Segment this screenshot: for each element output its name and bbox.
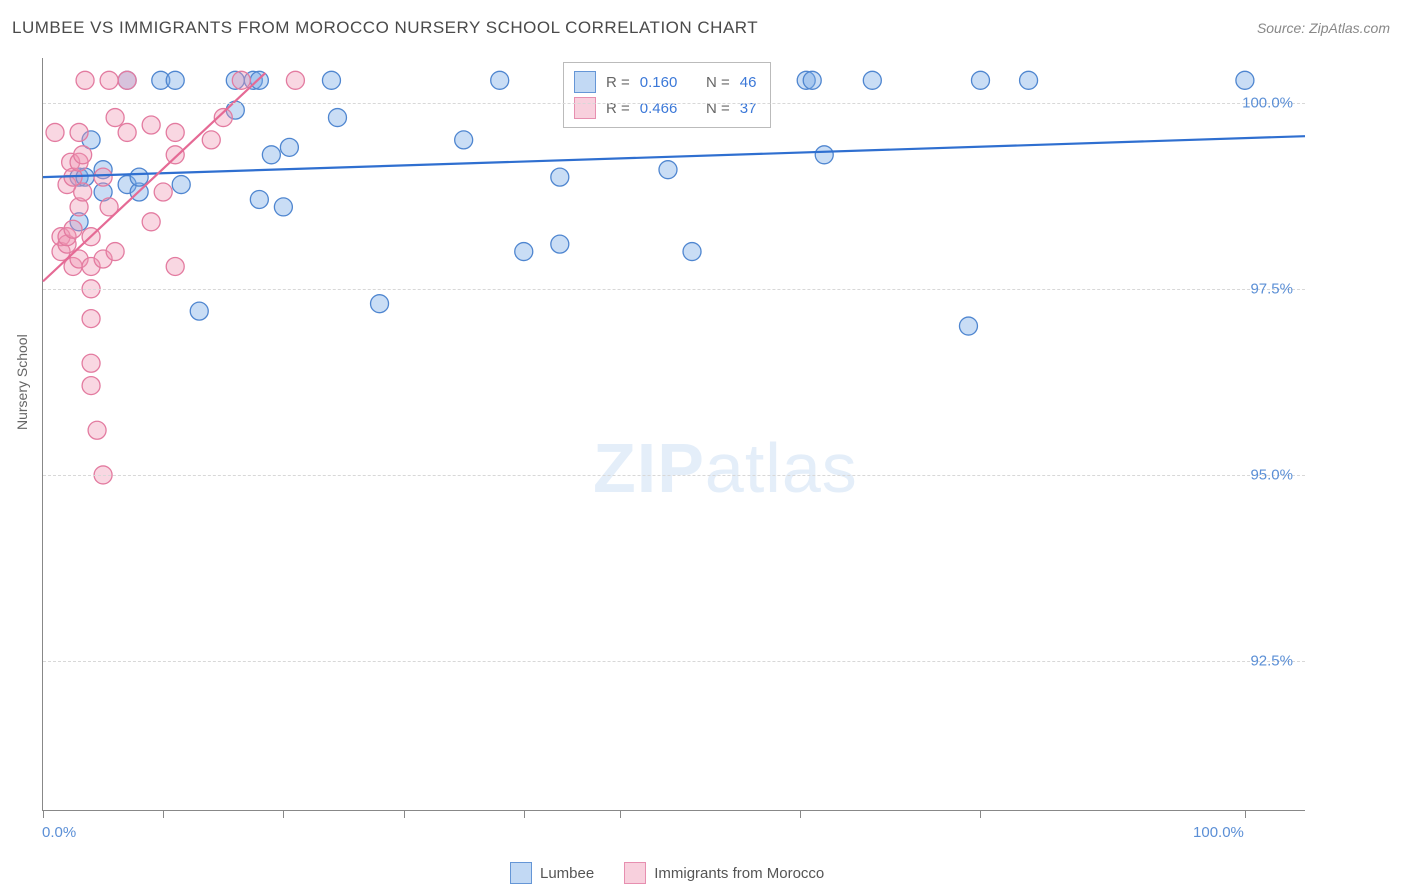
x-tick-label: 0.0% xyxy=(42,824,76,841)
scatter-point xyxy=(190,302,208,320)
legend-stats-row: R = 0.466 N = 37 xyxy=(574,95,756,121)
scatter-point xyxy=(1236,71,1254,89)
scatter-point xyxy=(683,243,701,261)
chart-title: LUMBEE VS IMMIGRANTS FROM MOROCCO NURSER… xyxy=(12,18,758,38)
swatch-pink-icon xyxy=(624,862,646,884)
x-tick-mark xyxy=(524,810,525,818)
n-label: N xyxy=(706,74,717,91)
scatter-point xyxy=(74,146,92,164)
scatter-point xyxy=(455,131,473,149)
legend-item: Lumbee xyxy=(510,862,594,884)
y-tick-label: 97.5% xyxy=(1250,280,1305,297)
scatter-point xyxy=(70,123,88,141)
x-tick-mark xyxy=(1245,810,1246,818)
scatter-point xyxy=(659,161,677,179)
scatter-point xyxy=(166,123,184,141)
x-tick-mark xyxy=(404,810,405,818)
x-tick-mark xyxy=(620,810,621,818)
scatter-point xyxy=(863,71,881,89)
scatter-point xyxy=(280,138,298,156)
y-tick-label: 95.0% xyxy=(1250,466,1305,483)
scatter-point xyxy=(166,257,184,275)
scatter-point xyxy=(322,71,340,89)
scatter-point xyxy=(82,354,100,372)
legend-stats-row: R = 0.160 N = 46 xyxy=(574,69,756,95)
scatter-point xyxy=(274,198,292,216)
scatter-point xyxy=(76,71,94,89)
x-tick-mark xyxy=(800,810,801,818)
scatter-point xyxy=(166,71,184,89)
x-tick-mark xyxy=(980,810,981,818)
swatch-blue-icon xyxy=(574,71,596,93)
swatch-pink-icon xyxy=(574,97,596,119)
legend-item: Immigrants from Morocco xyxy=(624,862,824,884)
gridline xyxy=(43,103,1305,104)
scatter-point xyxy=(100,71,118,89)
x-tick-mark xyxy=(283,810,284,818)
scatter-point xyxy=(82,377,100,395)
scatter-point xyxy=(1020,71,1038,89)
scatter-point xyxy=(491,71,509,89)
swatch-blue-icon xyxy=(510,862,532,884)
legend-series: Lumbee Immigrants from Morocco xyxy=(510,862,824,884)
gridline xyxy=(43,661,1305,662)
scatter-point xyxy=(106,109,124,127)
scatter-point xyxy=(551,235,569,253)
x-tick-mark xyxy=(43,810,44,818)
source-label: Source: ZipAtlas.com xyxy=(1257,20,1390,36)
scatter-point xyxy=(154,183,172,201)
scatter-point xyxy=(232,71,250,89)
scatter-point xyxy=(94,168,112,186)
scatter-point xyxy=(286,71,304,89)
scatter-point xyxy=(172,176,190,194)
r-value: 0.160 xyxy=(640,74,692,91)
plot-area: ZIPatlas R = 0.160 N = 46 R = 0.466 N = … xyxy=(42,58,1305,811)
scatter-point xyxy=(815,146,833,164)
scatter-point xyxy=(166,146,184,164)
n-value: 46 xyxy=(740,74,757,91)
scatter-point xyxy=(74,183,92,201)
scatter-point xyxy=(959,317,977,335)
scatter-point xyxy=(371,295,389,313)
scatter-point xyxy=(46,123,64,141)
scatter-point xyxy=(142,116,160,134)
legend-label: Lumbee xyxy=(540,865,594,882)
scatter-point xyxy=(971,71,989,89)
scatter-point xyxy=(262,146,280,164)
scatter-point xyxy=(82,310,100,328)
scatter-point xyxy=(250,190,268,208)
scatter-point xyxy=(106,243,124,261)
r-label: R xyxy=(606,74,617,91)
gridline xyxy=(43,475,1305,476)
equals: = xyxy=(621,74,630,91)
y-axis-label: Nursery School xyxy=(14,334,30,430)
plot-svg xyxy=(43,58,1305,810)
scatter-point xyxy=(803,71,821,89)
scatter-point xyxy=(202,131,220,149)
equals: = xyxy=(721,74,730,91)
x-tick-label: 100.0% xyxy=(1193,824,1244,841)
scatter-point xyxy=(118,71,136,89)
x-tick-mark xyxy=(163,810,164,818)
y-tick-label: 100.0% xyxy=(1242,94,1305,111)
legend-label: Immigrants from Morocco xyxy=(654,865,824,882)
scatter-point xyxy=(551,168,569,186)
y-tick-label: 92.5% xyxy=(1250,653,1305,670)
scatter-point xyxy=(64,220,82,238)
scatter-point xyxy=(130,168,148,186)
scatter-point xyxy=(515,243,533,261)
scatter-point xyxy=(118,123,136,141)
legend-stats: R = 0.160 N = 46 R = 0.466 N = 37 xyxy=(563,62,771,128)
scatter-point xyxy=(328,109,346,127)
scatter-point xyxy=(88,421,106,439)
gridline xyxy=(43,289,1305,290)
scatter-point xyxy=(142,213,160,231)
